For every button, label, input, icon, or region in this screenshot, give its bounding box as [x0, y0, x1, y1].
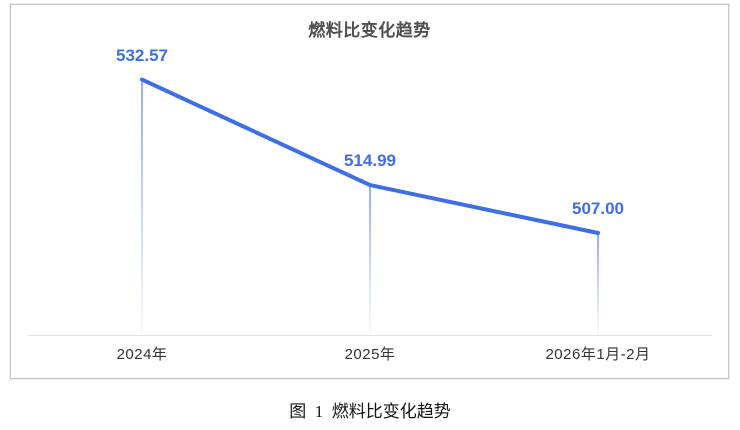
data-label: 507.00: [572, 199, 624, 218]
chart-title: 燃料比变化趋势: [308, 21, 431, 40]
trend-line-path: [140, 77, 600, 235]
drop-line: [597, 233, 599, 335]
data-label: 514.99: [344, 151, 396, 171]
drop-line: [369, 185, 371, 335]
x-axis-label: 2025年: [344, 346, 396, 363]
x-axis-line: [28, 335, 712, 336]
x-axis-label: 2024年: [116, 346, 168, 363]
drop-line: [141, 79, 143, 335]
trend-line: [140, 77, 600, 235]
data-label: 532.57: [116, 45, 168, 65]
x-axis-label: 2026年1月-2月: [545, 346, 651, 363]
chart-plot-area: 532.57 514.99 507.00 2024年 2025年 2026年1月-2月: [11, 5, 730, 380]
chart-card: 燃料比变化趋势 532.57 514.99 507.00 2024年 2025年 2026…: [10, 4, 729, 379]
figure-caption: 图 1 燃料比变化趋势: [289, 402, 451, 421]
